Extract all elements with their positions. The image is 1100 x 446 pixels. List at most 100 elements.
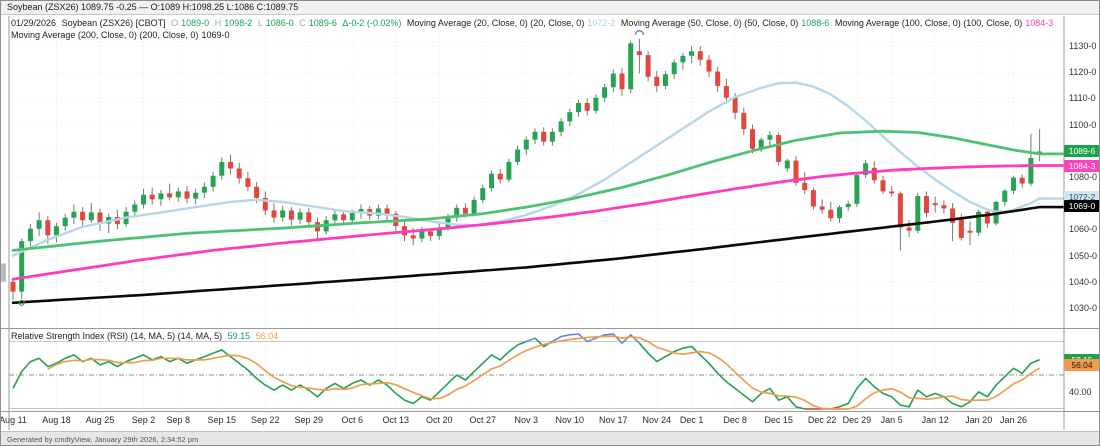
candle-body (889, 191, 895, 194)
candle-body (1028, 158, 1034, 184)
close-label: C (299, 18, 306, 28)
time-axis-label[interactable]: Jan 26 (999, 415, 1028, 425)
price-axis-label: 1040-0 (1069, 276, 1098, 287)
ma200-legend-value: 1069-0 (201, 30, 230, 40)
time-axis-label[interactable]: Nov 10 (555, 415, 585, 425)
ma20-line (11, 81, 1067, 257)
ma200-legend-label[interactable]: Moving Average (200, Close, 0) (200, Clo… (11, 30, 199, 40)
candle-body (36, 220, 42, 229)
rsi-legend: Relative Strength Index (RSI) (14, MA, 5… (11, 331, 281, 341)
candle-body (219, 161, 225, 176)
candle-body (758, 139, 764, 149)
candle-body (845, 203, 851, 208)
time-axis-label[interactable]: Oct 6 (341, 415, 364, 425)
rsi-line (552, 333, 640, 344)
ma50-legend-value: 1088-6 (801, 18, 830, 28)
low-circle-marker (18, 299, 25, 306)
change-value: Δ-0-2 (-0.02%) (342, 18, 402, 28)
candle-body (576, 102, 581, 113)
candle-body (549, 131, 555, 142)
time-axis-label[interactable]: Oct 27 (469, 415, 497, 425)
time-axis-label[interactable]: Dec 8 (723, 415, 747, 425)
candle-body (932, 203, 938, 206)
candle-body (636, 51, 642, 56)
low-value: 1086-0 (265, 18, 294, 28)
price-axis-label: 1100-0 (1069, 119, 1097, 130)
close-value: 1089-6 (308, 18, 337, 28)
rsi-line (526, 337, 536, 343)
candle-body (515, 149, 521, 162)
candle-body (288, 210, 294, 220)
candle-body (184, 191, 190, 199)
title-bar: Soybean (ZSX26) 1089.75 -0.25 — O:1089 H… (1, 1, 1099, 15)
time-axis-label[interactable]: Sep 15 (207, 415, 237, 425)
candle-body (45, 220, 51, 236)
candle-body (297, 212, 303, 220)
time-axis-label[interactable]: Nov 24 (642, 415, 672, 425)
candle-body (532, 131, 538, 140)
time-axis-label[interactable]: Aug 11 (0, 415, 27, 425)
candle-body (654, 76, 660, 86)
candle-body (793, 160, 799, 183)
candle-body (375, 208, 381, 216)
rsi-axis-label: 40.00 (1069, 386, 1092, 397)
footer-bar: Generated by cmdtyView, January 29th 202… (1, 431, 1099, 445)
candle-body (689, 51, 695, 56)
time-axis-label[interactable]: Dec 29 (842, 415, 872, 425)
time-axis-label[interactable]: Jan 5 (880, 415, 903, 425)
candle-body (715, 71, 721, 86)
candle-body (341, 214, 347, 221)
candle-body (141, 194, 146, 205)
candle-body (541, 131, 547, 142)
candle-body (358, 209, 364, 214)
candle-body (454, 207, 460, 218)
price-axis-label: 1050-0 (1069, 250, 1098, 261)
time-axis-label[interactable]: Dec 22 (807, 415, 837, 425)
candle-body (897, 193, 903, 228)
legend-line-1: 01/29/2026 Soybean (ZSX26) [CBOT] O 1089-… (11, 18, 1056, 28)
candle-body (480, 188, 486, 200)
time-axis-label[interactable]: Oct 20 (426, 415, 453, 425)
time-axis-label[interactable]: Sep 22 (251, 415, 280, 425)
ma50-legend-label[interactable]: Moving Average (50, Close, 0) (50, Close… (620, 18, 799, 28)
candle-body (149, 194, 155, 200)
time-axis-label[interactable]: Sep 29 (294, 415, 324, 425)
time-axis-label[interactable]: Oct 13 (382, 415, 410, 425)
price-axis-label: 1120-0 (1069, 67, 1097, 78)
candle-body (349, 213, 355, 221)
ma200-badge: 1069-0 (1064, 199, 1099, 212)
ma100-badge: 1084-3 (1064, 159, 1099, 172)
candle-body (767, 135, 773, 140)
legend-symbol[interactable]: Soybean (ZSX26) [CBOT] (61, 18, 166, 28)
time-axis-label[interactable]: Jan 20 (965, 415, 993, 425)
candle-body (193, 192, 199, 199)
candle-body (828, 209, 834, 219)
candle-body (854, 175, 860, 204)
candle-body (27, 228, 33, 242)
time-axis-label[interactable]: Nov 3 (514, 415, 539, 425)
time-axis-label[interactable]: Sep 2 (131, 415, 156, 425)
candle-body (254, 186, 260, 198)
time-axis-label[interactable]: Aug 25 (85, 415, 115, 425)
ma20-legend-label[interactable]: Moving Average (20, Close, 0) (20, Close… (406, 18, 585, 28)
candle-body (567, 112, 573, 122)
time-axis-label[interactable]: Sep 8 (166, 415, 191, 425)
time-axis-label[interactable]: Nov 17 (599, 415, 628, 425)
price-axis-label: 1080-0 (1069, 172, 1098, 182)
ma100-line (11, 164, 1067, 281)
candle-body (10, 281, 16, 292)
rsi-label[interactable]: Relative Strength Index (RSI) (14, MA, 5… (11, 331, 223, 341)
low-label: L (257, 18, 263, 28)
ma100-legend-label[interactable]: Moving Average (100, Close, 0) (100, Clo… (834, 18, 1023, 28)
candle-body (984, 211, 990, 224)
price-axis-label: 1130-0 (1069, 41, 1097, 51)
time-axis-label[interactable]: Dec 15 (764, 415, 793, 425)
rsi-ma-value: 56.04 (255, 331, 279, 341)
legend-line-2: Moving Average (200, Close, 0) (200, Clo… (11, 30, 232, 40)
time-axis-label[interactable]: Jan 12 (921, 415, 949, 425)
time-axis-label[interactable]: Dec 1 (679, 415, 704, 425)
time-axis-label[interactable]: Aug 18 (42, 415, 71, 425)
candle-body (802, 182, 808, 191)
candle-body (158, 193, 164, 200)
